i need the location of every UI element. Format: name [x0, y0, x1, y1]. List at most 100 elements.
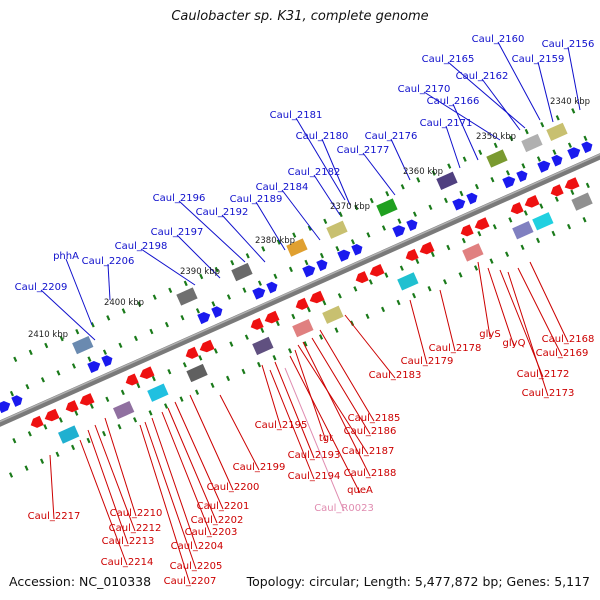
- forward-gene-arrow: [302, 265, 316, 278]
- leader-line: [313, 174, 341, 216]
- tick-mark: [335, 245, 340, 252]
- leader-line: [140, 248, 196, 286]
- tick-mark: [136, 382, 141, 389]
- tick-mark: [571, 108, 576, 114]
- kbp-scale-labels: 2340 kbp 2350 kbp 2360 kbp 2370 kbp 2380 kbp…: [28, 97, 590, 340]
- leader-line: [507, 271, 549, 397]
- tick-mark: [338, 211, 343, 218]
- reverse-gene-arrow: [139, 366, 155, 379]
- gene-label: Caul_2179: [401, 356, 454, 367]
- gene-label: Caul_2213: [102, 536, 155, 547]
- tick-mark: [56, 370, 61, 376]
- leader-line: [261, 364, 282, 429]
- tick-mark: [399, 265, 404, 271]
- leader-line: [297, 344, 369, 455]
- reverse-gene-block: [462, 243, 484, 262]
- forward-gene-arrow: [392, 225, 406, 238]
- tick-mark: [12, 437, 17, 444]
- leader-line: [311, 337, 371, 435]
- tick-mark: [536, 237, 541, 244]
- gene-label: Caul_2169: [536, 348, 589, 359]
- leader-line: [176, 234, 221, 279]
- tick-mark: [462, 156, 467, 162]
- reverse-gene-arrow: [44, 408, 60, 422]
- tick-mark: [199, 273, 204, 280]
- tick-mark: [9, 390, 14, 397]
- forward-gene-arrow: [87, 360, 101, 374]
- tick-mark: [459, 190, 464, 197]
- tick-mark: [334, 327, 339, 333]
- tick-mark: [508, 217, 513, 223]
- tick-mark: [261, 246, 266, 252]
- tick-mark: [381, 306, 386, 313]
- leader-line: [295, 117, 346, 201]
- gene-label: glyS: [479, 329, 500, 340]
- reverse-gene-arrow: [250, 317, 264, 330]
- tick-mark: [554, 196, 559, 202]
- tick-mark: [86, 437, 91, 444]
- tick-mark: [24, 465, 29, 471]
- gene-label: glyQ: [503, 338, 526, 349]
- tick-mark: [195, 308, 200, 314]
- forward-gene-block: [546, 122, 568, 141]
- tick-mark: [242, 287, 247, 293]
- tick-mark: [168, 287, 173, 294]
- tick-mark: [121, 308, 126, 314]
- leader-line: [362, 152, 396, 196]
- tick-mark: [257, 280, 262, 286]
- tick-mark: [385, 190, 390, 197]
- gene-label: Caul_2197: [151, 227, 204, 238]
- gene-label: Caul_2217: [28, 511, 81, 522]
- forward-gene-block: [326, 220, 348, 239]
- tick-mark: [354, 204, 359, 211]
- reverse-gene-arrow: [65, 400, 79, 413]
- forward-gene-block: [231, 262, 253, 282]
- tick-mark: [102, 349, 107, 355]
- reverse-gene-block: [322, 305, 344, 324]
- leader-line: [284, 367, 345, 512]
- tick-mark: [288, 266, 293, 273]
- forward-gene-arrow: [581, 141, 593, 154]
- tick-mark: [102, 430, 107, 437]
- leader-line: [529, 261, 569, 343]
- forward-gene-arrow: [406, 219, 418, 232]
- leader-line: [167, 407, 218, 524]
- gene-label: Caul_2206: [82, 256, 135, 267]
- kbp-label: 2400 kbp: [104, 298, 144, 308]
- leader-line: [439, 289, 456, 352]
- leader-line: [319, 329, 375, 422]
- tick-mark: [509, 135, 514, 142]
- tick-mark: [241, 368, 246, 375]
- forward-gene-arrow: [351, 243, 363, 256]
- gene-label: Caul_2165: [422, 54, 475, 65]
- reverse-gene-arrow: [564, 177, 580, 190]
- tick-mark: [416, 177, 421, 183]
- gene-label: Caul_2204: [171, 541, 224, 552]
- tick-mark: [28, 349, 33, 356]
- leader-line: [65, 258, 93, 326]
- gene-label: Caul_2162: [456, 71, 509, 82]
- leader-line: [40, 289, 96, 341]
- tick-mark: [213, 348, 218, 354]
- forward-gene-block: [286, 238, 308, 257]
- tick-mark: [291, 313, 296, 320]
- tick-mark: [288, 348, 293, 354]
- gene-label: Caul_2195: [255, 420, 308, 431]
- leader-line: [567, 46, 581, 111]
- tick-mark: [195, 389, 200, 395]
- gene-label: Caul_2188: [344, 468, 397, 479]
- forward-gene-arrow: [101, 355, 113, 367]
- tick-mark: [369, 197, 374, 204]
- kbp-label: 2370 kbp: [330, 202, 370, 212]
- tick-mark: [540, 121, 545, 128]
- gene-label: Caul_2185: [348, 413, 401, 424]
- tick-mark: [350, 239, 355, 245]
- tick-mark: [164, 403, 169, 409]
- tick-mark: [183, 280, 188, 287]
- tick-mark: [257, 361, 262, 368]
- tick-mark: [306, 306, 311, 313]
- reverse-gene-block: [113, 400, 135, 420]
- reverse-gene-block: [58, 425, 80, 444]
- gene-label: Caul_2156: [542, 39, 595, 50]
